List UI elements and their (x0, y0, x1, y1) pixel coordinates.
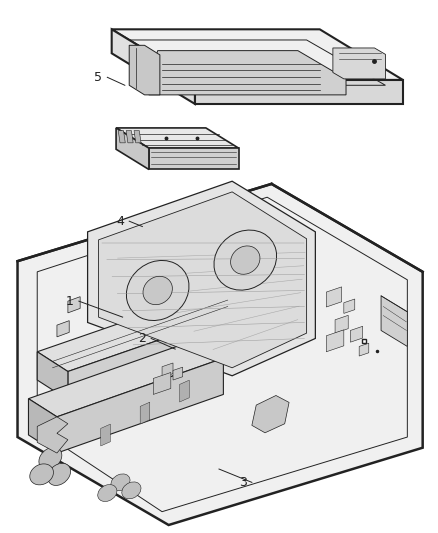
Polygon shape (28, 399, 57, 453)
Ellipse shape (30, 464, 53, 485)
Polygon shape (18, 184, 423, 525)
Polygon shape (134, 131, 141, 143)
Polygon shape (326, 287, 342, 307)
Polygon shape (99, 192, 307, 368)
Polygon shape (180, 380, 189, 402)
Polygon shape (68, 310, 245, 400)
Polygon shape (149, 148, 239, 169)
Polygon shape (28, 340, 223, 417)
Polygon shape (37, 352, 68, 400)
Ellipse shape (98, 484, 117, 502)
Text: 2: 2 (138, 332, 146, 345)
Text: 5: 5 (94, 71, 102, 84)
Polygon shape (153, 373, 171, 394)
Text: 1: 1 (66, 295, 74, 308)
Ellipse shape (48, 463, 71, 486)
Ellipse shape (230, 246, 260, 274)
Polygon shape (350, 326, 363, 342)
Polygon shape (116, 128, 149, 169)
Polygon shape (112, 29, 403, 80)
Text: 3: 3 (239, 476, 247, 489)
Ellipse shape (143, 276, 173, 305)
Ellipse shape (111, 474, 130, 491)
Polygon shape (335, 316, 348, 333)
Polygon shape (57, 358, 223, 453)
Polygon shape (140, 402, 150, 424)
Polygon shape (68, 297, 80, 313)
Polygon shape (116, 128, 239, 148)
Polygon shape (195, 80, 403, 104)
Polygon shape (252, 395, 289, 433)
Polygon shape (333, 48, 385, 79)
Ellipse shape (39, 447, 62, 470)
Polygon shape (149, 51, 346, 95)
Polygon shape (112, 29, 195, 104)
Polygon shape (381, 296, 407, 346)
Ellipse shape (122, 482, 141, 499)
Polygon shape (57, 321, 69, 337)
Text: 4: 4 (116, 215, 124, 228)
Polygon shape (37, 417, 68, 453)
Ellipse shape (127, 261, 189, 320)
Polygon shape (173, 367, 183, 380)
Polygon shape (359, 343, 369, 356)
Polygon shape (126, 131, 133, 143)
Polygon shape (344, 299, 355, 313)
Polygon shape (88, 181, 315, 376)
Polygon shape (101, 424, 110, 446)
Polygon shape (162, 363, 173, 377)
Polygon shape (37, 290, 245, 372)
Polygon shape (129, 45, 160, 95)
Polygon shape (326, 330, 344, 352)
Polygon shape (118, 131, 125, 143)
Ellipse shape (214, 230, 276, 290)
